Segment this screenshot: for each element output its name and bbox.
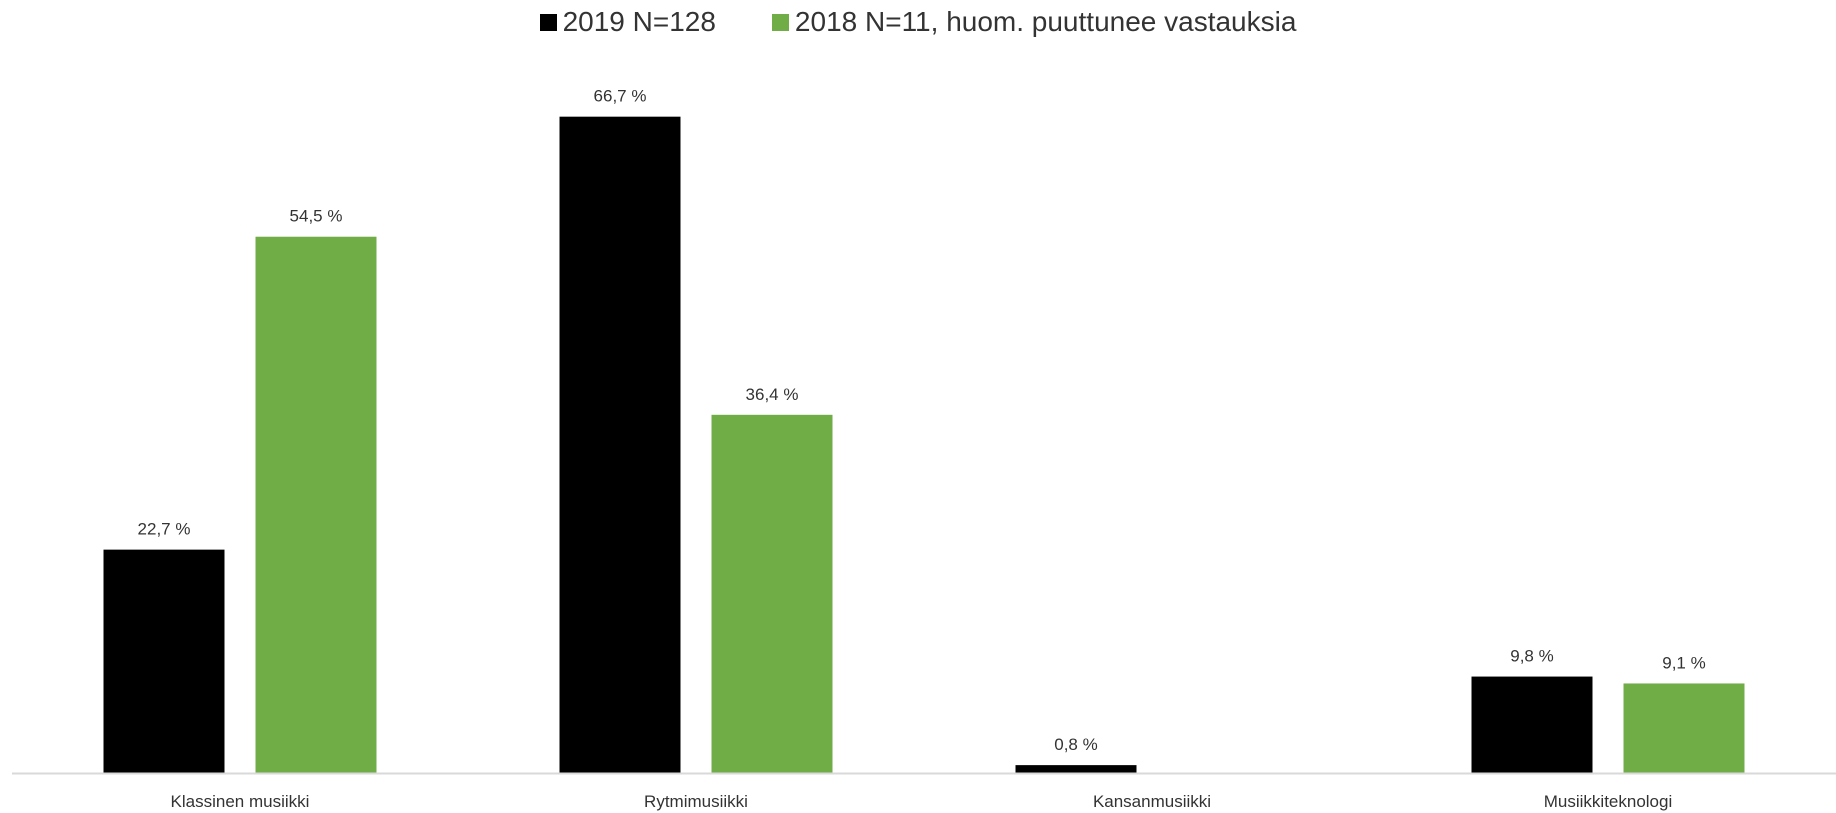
x-tick-label-0: Klassinen musiikki [171, 792, 310, 811]
bar-1-0 [255, 236, 377, 774]
legend-swatch-2018 [771, 13, 789, 31]
data-label-0-1: 66,7 % [594, 87, 647, 106]
legend-label-2018: 2018 N=11, huom. puuttunee vastauksia [794, 6, 1297, 37]
legend: 2019 N=128 2018 N=11, huom. puuttunee va… [0, 6, 1836, 38]
data-label-1-3: 9,1 % [1662, 653, 1705, 672]
legend-item-2018: 2018 N=11, huom. puuttunee vastauksia [771, 6, 1297, 38]
bar-0-1 [559, 116, 681, 773]
bar-1-1 [711, 414, 833, 773]
legend-label-2019: 2019 N=128 [562, 6, 716, 37]
x-tick-label-2: Kansanmusiikki [1093, 792, 1211, 811]
x-tick-label-3: Musiikkiteknologi [1544, 792, 1673, 811]
data-label-1-0: 54,5 % [290, 207, 343, 226]
data-label-1-1: 36,4 % [746, 385, 799, 404]
data-label-0-2: 0,8 % [1054, 735, 1097, 754]
bar-0-3 [1471, 676, 1593, 773]
bar-1-3 [1623, 683, 1745, 773]
data-label-0-3: 9,8 % [1510, 647, 1553, 666]
legend-swatch-2019 [539, 13, 557, 31]
x-tick-label-1: Rytmimusiikki [644, 792, 748, 811]
legend-item-2019: 2019 N=128 [539, 6, 716, 38]
data-label-0-0: 22,7 % [138, 520, 191, 539]
bar-0-2 [1015, 765, 1137, 773]
bar-0-0 [103, 549, 225, 773]
